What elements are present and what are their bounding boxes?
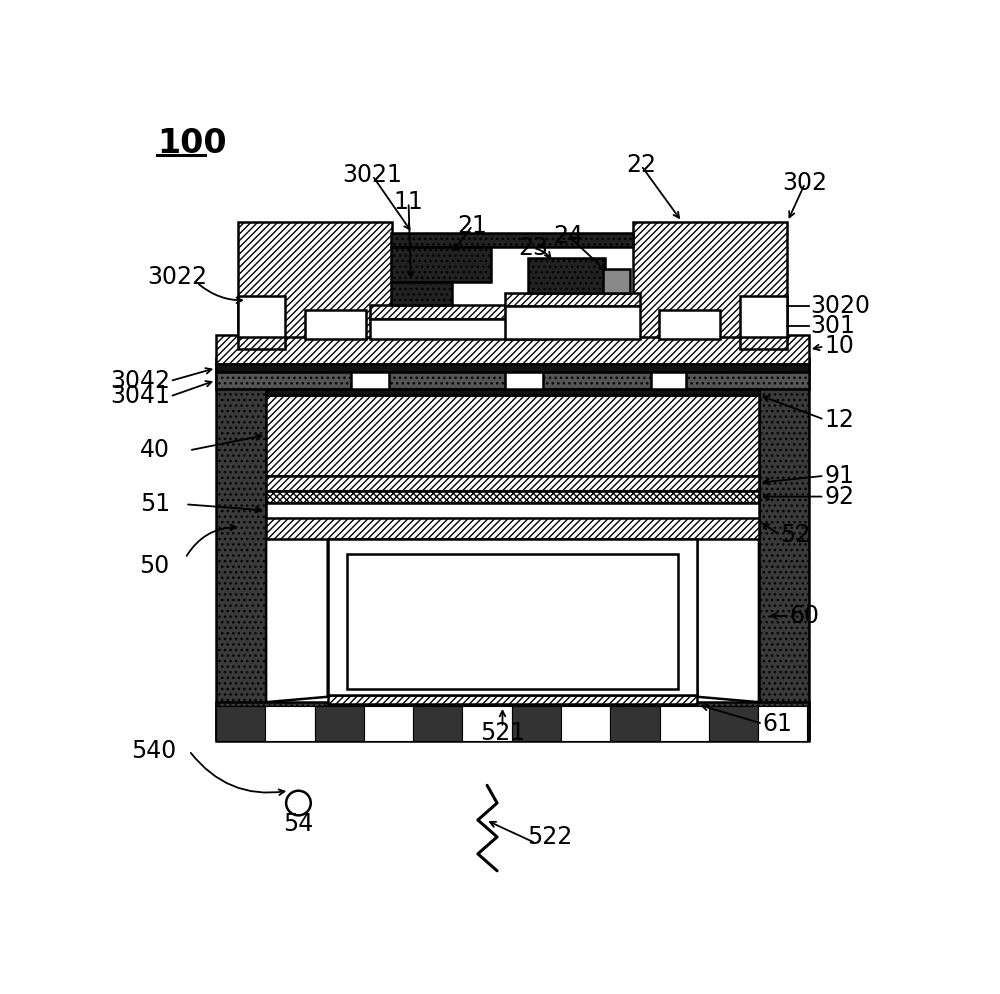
Bar bbox=[370, 319, 547, 339]
Bar bbox=[528, 257, 605, 292]
Bar bbox=[391, 248, 491, 281]
Text: 10: 10 bbox=[824, 334, 854, 359]
Bar bbox=[603, 269, 630, 292]
Bar bbox=[709, 706, 758, 741]
Bar bbox=[216, 335, 809, 364]
Bar bbox=[370, 305, 547, 319]
Bar bbox=[216, 372, 809, 389]
Text: 3042: 3042 bbox=[110, 369, 170, 393]
Text: 91: 91 bbox=[824, 464, 854, 488]
Bar bbox=[266, 516, 759, 539]
Text: 61: 61 bbox=[763, 712, 793, 736]
Bar bbox=[266, 503, 759, 518]
Polygon shape bbox=[266, 521, 328, 702]
Bar bbox=[216, 702, 809, 741]
Bar bbox=[505, 306, 640, 339]
Polygon shape bbox=[328, 539, 697, 695]
Bar bbox=[561, 706, 610, 741]
Text: 40: 40 bbox=[140, 438, 170, 462]
Polygon shape bbox=[347, 555, 678, 689]
Bar bbox=[351, 372, 389, 389]
Text: 521: 521 bbox=[480, 721, 525, 745]
Bar bbox=[305, 310, 366, 339]
Polygon shape bbox=[697, 521, 759, 702]
Bar bbox=[651, 372, 686, 389]
Bar bbox=[462, 706, 512, 741]
Bar bbox=[265, 706, 315, 741]
Bar bbox=[216, 706, 265, 741]
Text: 51: 51 bbox=[140, 492, 170, 516]
Bar bbox=[505, 292, 640, 306]
Bar bbox=[740, 337, 787, 349]
Bar bbox=[364, 706, 413, 741]
Bar bbox=[391, 281, 452, 305]
Text: 3021: 3021 bbox=[342, 163, 402, 188]
Text: 60: 60 bbox=[790, 604, 820, 628]
Bar bbox=[328, 695, 697, 705]
Text: 21: 21 bbox=[458, 214, 487, 238]
Bar bbox=[315, 706, 364, 741]
Bar bbox=[216, 358, 266, 740]
Text: 12: 12 bbox=[824, 408, 854, 431]
Bar bbox=[391, 234, 633, 248]
Bar bbox=[758, 706, 807, 741]
Text: 301: 301 bbox=[810, 314, 855, 338]
Text: 302: 302 bbox=[783, 171, 828, 195]
Text: 24: 24 bbox=[554, 225, 584, 248]
Bar bbox=[238, 337, 285, 349]
Bar bbox=[216, 364, 809, 372]
Text: 540: 540 bbox=[131, 739, 176, 762]
Text: 22: 22 bbox=[626, 153, 656, 178]
Bar bbox=[512, 706, 561, 741]
Text: 92: 92 bbox=[824, 485, 854, 509]
Bar bbox=[633, 222, 787, 337]
Circle shape bbox=[286, 790, 311, 815]
Bar bbox=[266, 389, 759, 395]
Bar bbox=[740, 296, 787, 339]
Text: 11: 11 bbox=[394, 191, 423, 215]
Bar bbox=[610, 706, 660, 741]
Bar bbox=[659, 310, 720, 339]
Bar bbox=[266, 491, 759, 503]
Text: 23: 23 bbox=[518, 236, 548, 259]
Text: 54: 54 bbox=[283, 812, 314, 836]
Text: 522: 522 bbox=[527, 825, 572, 849]
Bar bbox=[413, 706, 462, 741]
Text: 100: 100 bbox=[157, 127, 226, 160]
Text: 50: 50 bbox=[140, 554, 170, 578]
Bar bbox=[266, 395, 759, 476]
Bar bbox=[238, 296, 285, 339]
Bar bbox=[505, 372, 543, 389]
Text: 3022: 3022 bbox=[148, 265, 208, 289]
Bar bbox=[266, 476, 759, 491]
Bar bbox=[660, 706, 709, 741]
Text: 3020: 3020 bbox=[810, 294, 870, 318]
Bar bbox=[238, 222, 392, 337]
Bar bbox=[759, 358, 809, 740]
Text: 52: 52 bbox=[780, 523, 811, 547]
Text: 3041: 3041 bbox=[110, 385, 170, 409]
